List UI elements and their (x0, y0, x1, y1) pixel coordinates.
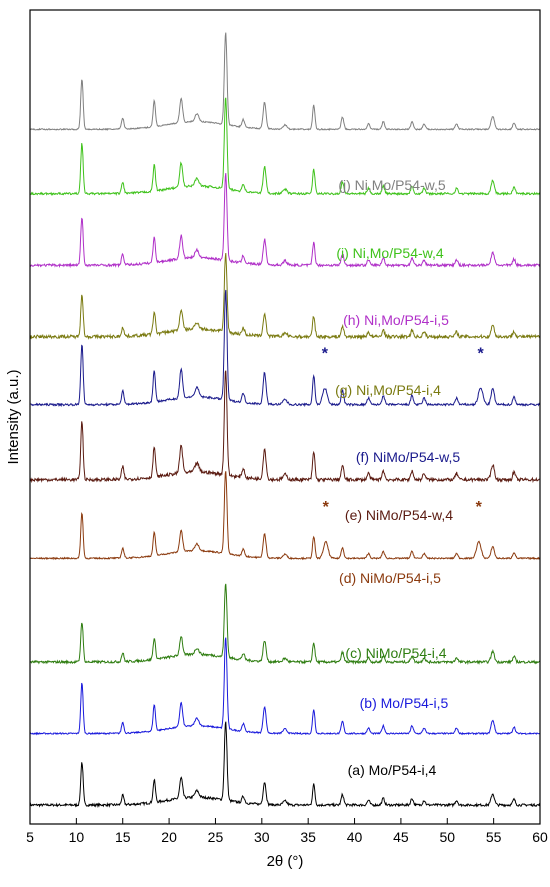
series-label: (i) Ni,Mo/P54-w,4 (336, 245, 444, 261)
series-line (30, 370, 540, 484)
x-tick-label: 25 (208, 829, 224, 845)
x-tick-label: 45 (393, 829, 409, 845)
series-label: (a) Mo/P54-i,4 (348, 762, 437, 778)
series-label: (j) Ni,Mo/P54-w,5 (338, 177, 446, 193)
star-marker: * (478, 345, 485, 362)
x-tick-label: 40 (347, 829, 363, 845)
series-label: (b) Mo/P54-i,5 (360, 695, 449, 711)
x-tick-label: 60 (532, 829, 548, 845)
plot-frame (29, 9, 541, 825)
x-tick-label: 20 (161, 829, 177, 845)
series-line (29, 97, 541, 197)
series-label: (h) Ni,Mo/P54-i,5 (343, 312, 449, 328)
series-line (29, 721, 541, 809)
x-tick-label: 30 (254, 829, 270, 845)
x-tick-label: 55 (486, 829, 502, 845)
series-label: (d) NiMo/P54-i,5 (339, 570, 441, 586)
series-line (29, 583, 541, 666)
star-markers-group: * * * * (322, 345, 485, 516)
series-line (29, 289, 541, 408)
star-marker: * (322, 345, 329, 362)
x-axis-ticks: 5 10 15 20 25 30 35 40 45 50 55 60 (26, 818, 548, 845)
x-axis-title: 2θ (°) (267, 853, 304, 870)
star-marker: * (323, 499, 330, 516)
series-line (29, 173, 541, 269)
series-label: (g) Ni,Mo/P54-i,4 (335, 382, 441, 398)
x-tick-label: 35 (300, 829, 316, 845)
series-line (30, 637, 540, 736)
x-tick-label: 5 (26, 829, 34, 845)
series-line (29, 471, 541, 561)
x-tick-label: 50 (439, 829, 455, 845)
traces-group (29, 32, 541, 809)
series-label: (e) NiMo/P54-w,4 (345, 507, 453, 523)
star-marker: * (476, 499, 483, 516)
series-label: (f) NiMo/P54-w,5 (356, 449, 460, 465)
series-labels-group: (a) Mo/P54-i,4 (b) Mo/P54-i,5 (c) NiMo/P54… (335, 177, 460, 778)
series-line (29, 32, 540, 131)
x-tick-label: 15 (115, 829, 131, 845)
series-line (29, 252, 541, 341)
y-axis-title: Intensity (a.u.) (5, 369, 22, 464)
x-tick-label: 10 (69, 829, 85, 845)
series-label: (c) NiMo/P54-i,4 (345, 645, 446, 661)
